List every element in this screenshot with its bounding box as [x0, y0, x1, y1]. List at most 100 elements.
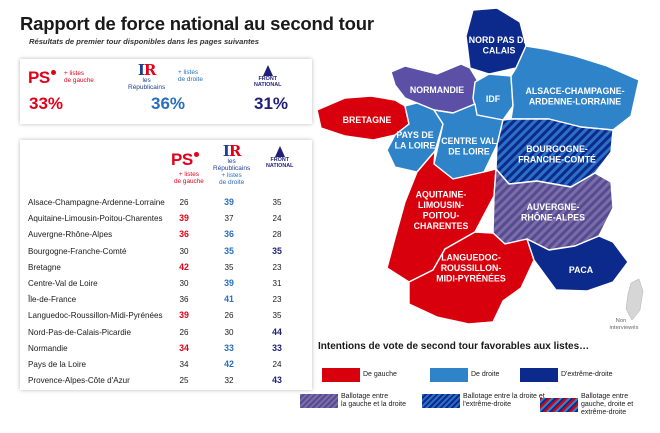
value-lr: 35 — [224, 262, 234, 272]
value-ps: 30 — [179, 279, 189, 288]
legend-label: Ballotage entre gauche, droite et extrême-… — [581, 393, 633, 416]
value-ps: 26 — [179, 327, 189, 337]
region-label-idf: IDF — [486, 94, 501, 104]
ps-logo: PS — [28, 68, 56, 88]
lr-tag: + listes de droite — [178, 69, 203, 84]
legend-label-line: Ballotage entre — [341, 393, 389, 400]
fn-name-line-1: FRONT — [270, 157, 290, 163]
region-label-lrmp: ROUSSILLON- — [441, 263, 502, 273]
legend-item-ball-3: Ballotage entre gauche, droite et extrême-… — [540, 393, 633, 416]
value-ps: 34 — [179, 342, 189, 353]
legend-label-line: gauche, droite et — [581, 400, 634, 408]
region-label-ara: AUVERGNE- — [527, 202, 580, 212]
value-ps: 42 — [179, 261, 189, 272]
value-fn: 24 — [272, 214, 282, 224]
value-lr: 36 — [224, 229, 234, 240]
lr-tag-line-2: de droite — [178, 76, 203, 84]
legend-label-line: Ballotage entre — [581, 393, 629, 400]
region-name: Provence-Alpes-Côte d'Azur — [28, 376, 130, 386]
legend-label-line: Ballotage entre la droite et — [463, 393, 545, 400]
lr-tag-line-2: de droite — [218, 179, 245, 186]
ps-tag-line-1: + listes — [64, 70, 85, 77]
value-ps: 39 — [179, 213, 189, 224]
region-name: Normandie — [28, 343, 68, 353]
table-header-fn-logo: FRONT NATIONAL — [266, 146, 293, 169]
table-row: Bourgogne-Franche-Comté 30 35 35 — [28, 245, 308, 259]
lr-logo: IR les Républicains — [128, 61, 166, 92]
region-label-cvl: CENTRE VAL — [441, 136, 497, 146]
ps-tag: + listes de gauche — [64, 70, 94, 85]
region-name: Nord-Pas-de-Calais-Picardie — [28, 327, 132, 337]
table-header-lr-logo: IR les Républicains + listes de droite — [213, 142, 250, 187]
page-title: Rapport de force national au second tour — [20, 13, 374, 34]
region-label-acal: ARDENNE-LORRAINE — [529, 96, 621, 106]
region-label-pdl: PAYS DE — [396, 130, 433, 140]
legend-item-droite: De droite — [430, 368, 499, 382]
ps-tag-line-1: + listes — [178, 171, 199, 178]
value-lr: 42 — [224, 359, 234, 369]
value-ps: 30 — [179, 246, 189, 256]
legend-swatch-ball-3 — [540, 397, 578, 412]
national-summary-panel: PS + listes de gauche 33% IR les Républi… — [20, 59, 312, 124]
legend-label: De gauche — [363, 371, 397, 379]
corsica-shape — [625, 278, 644, 321]
region-label-pdl: LA LOIRE — [395, 140, 436, 150]
fn-name-line-2: NATIONAL — [254, 82, 282, 88]
legend-label-line: extrême-droite — [581, 408, 627, 416]
value-fn: 44 — [272, 326, 282, 337]
lr-national-pct: 36% — [151, 94, 186, 113]
legend-title: Intentions de vote de second tour favora… — [318, 341, 590, 352]
legend-label-line: De droite — [471, 371, 500, 379]
page-subtitle: Résultats de premier tour disponibles da… — [29, 37, 259, 46]
table-row: Languedoc-Roussillon-Midi-Pyrénées 39 26 35 — [28, 309, 308, 323]
value-lr: 35 — [224, 245, 234, 256]
value-fn: 28 — [272, 230, 282, 240]
legend-swatch-ball-de — [422, 393, 460, 408]
flame-icon — [274, 146, 285, 157]
region-name: Bourgogne-Franche-Comté — [28, 246, 127, 256]
lr-logo-mark-r: R — [143, 61, 157, 79]
region-label-lrmp: MIDI-PYRÉNÉES — [436, 274, 506, 284]
region-label-cvl: DE LOIRE — [448, 146, 490, 156]
table-row: Auvergne-Rhône-Alpes 36 36 28 — [28, 228, 308, 242]
value-lr: 41 — [224, 294, 234, 305]
value-ps: 36 — [179, 295, 189, 305]
value-fn: 31 — [272, 279, 282, 288]
region-label-alpc: LIMOUSIN- — [418, 200, 464, 210]
legend-item-ball-gd: Ballotage entre la gauche et la droite — [300, 393, 406, 409]
value-fn: 35 — [272, 198, 282, 207]
lr-tag-line-1: + listes — [221, 172, 242, 179]
legend-swatch-gauche — [322, 368, 360, 382]
ps-tag-line-2: de gauche — [174, 178, 204, 186]
region-label-alpc: CHARENTES — [414, 221, 469, 231]
ps-national-pct: 33% — [29, 94, 64, 113]
value-fn: 24 — [272, 360, 282, 369]
lr-name-line-2: Républicains — [128, 84, 166, 91]
table-row: Aquitaine-Limousin-Poitou-Charentes 39 37 2… — [28, 212, 308, 226]
table-header-ps-logo: PS — [171, 150, 199, 170]
table-row: Centre-Val de Loire 30 39 31 — [28, 277, 308, 291]
lr-logo-mark: IR — [128, 61, 165, 79]
legend-label-line: la gauche et la droite — [341, 400, 406, 408]
value-lr: 32 — [224, 376, 234, 386]
region-shape-acal — [510, 45, 640, 131]
value-ps: 39 — [179, 310, 189, 321]
region-name: Auvergne-Rhône-Alpes — [28, 230, 113, 240]
ps-tag-line-2: de gauche — [64, 77, 94, 85]
table-row: Bretagne 42 35 23 — [28, 261, 308, 275]
lr-logo-mark-l: I — [222, 142, 230, 160]
corsica-note-line-1: Non — [616, 318, 627, 324]
region-name: Île-de-France — [28, 295, 77, 305]
lr-tag-line-1: + listes — [178, 69, 199, 76]
region-name: Pays de la Loire — [28, 360, 87, 369]
value-ps: 36 — [179, 229, 189, 240]
legend-item-extreme: D'extrême-droite — [520, 368, 613, 382]
fn-name-line-1: FRONT — [258, 76, 278, 82]
ps-logo-text: PS — [171, 150, 193, 169]
legend-item-ball-de: Ballotage entre la droite et l'extrême-dr… — [422, 393, 545, 409]
region-paca: PACA — [526, 235, 629, 292]
value-fn: 35 — [272, 245, 282, 256]
region-name: Bretagne — [28, 262, 61, 272]
region-label-bfc: BOURGOGNE- — [526, 144, 588, 154]
region-name: Languedoc-Roussillon-Midi-Pyrénées — [28, 311, 163, 321]
